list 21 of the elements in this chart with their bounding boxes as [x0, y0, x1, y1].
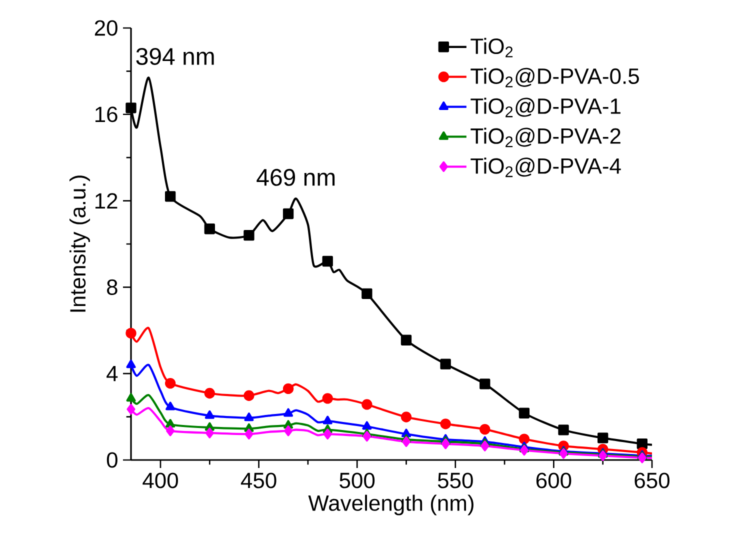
x-tick-label: 450: [240, 472, 276, 488]
y-axis-title: Intensity (a.u.): [70, 176, 90, 312]
legend-label: TiO$_{2}$@D-PVA-4: [470, 158, 621, 178]
y-tick-label: 12: [95, 193, 118, 208]
x-tick-label: 400: [142, 472, 178, 488]
y-tick-label: 20: [94, 20, 118, 36]
x-axis-title: Wavelength (nm): [308, 494, 474, 516]
x-tick-label: 550: [438, 472, 473, 488]
y-tick-label: 0: [106, 452, 118, 468]
x-tick-label: 650: [634, 472, 670, 488]
x-tick-label: 500: [340, 472, 375, 488]
y-tick-label: 16: [95, 106, 118, 122]
legend-label: TiO$_{2}$@D-PVA-0.5: [470, 68, 639, 88]
legend-label: TiO$_{2}$@D-PVA-1: [470, 98, 620, 118]
y-tick-label: 8: [107, 279, 118, 295]
annotation: 394 nm: [136, 48, 214, 65]
annotation: 469 nm: [256, 168, 335, 186]
legend-label: TiO$_{2}$: [470, 38, 513, 58]
x-tick-label: 600: [536, 472, 572, 488]
y-tick-label: 4: [106, 366, 118, 382]
legend-label: TiO$_{2}$@D-PVA-2: [470, 128, 620, 148]
